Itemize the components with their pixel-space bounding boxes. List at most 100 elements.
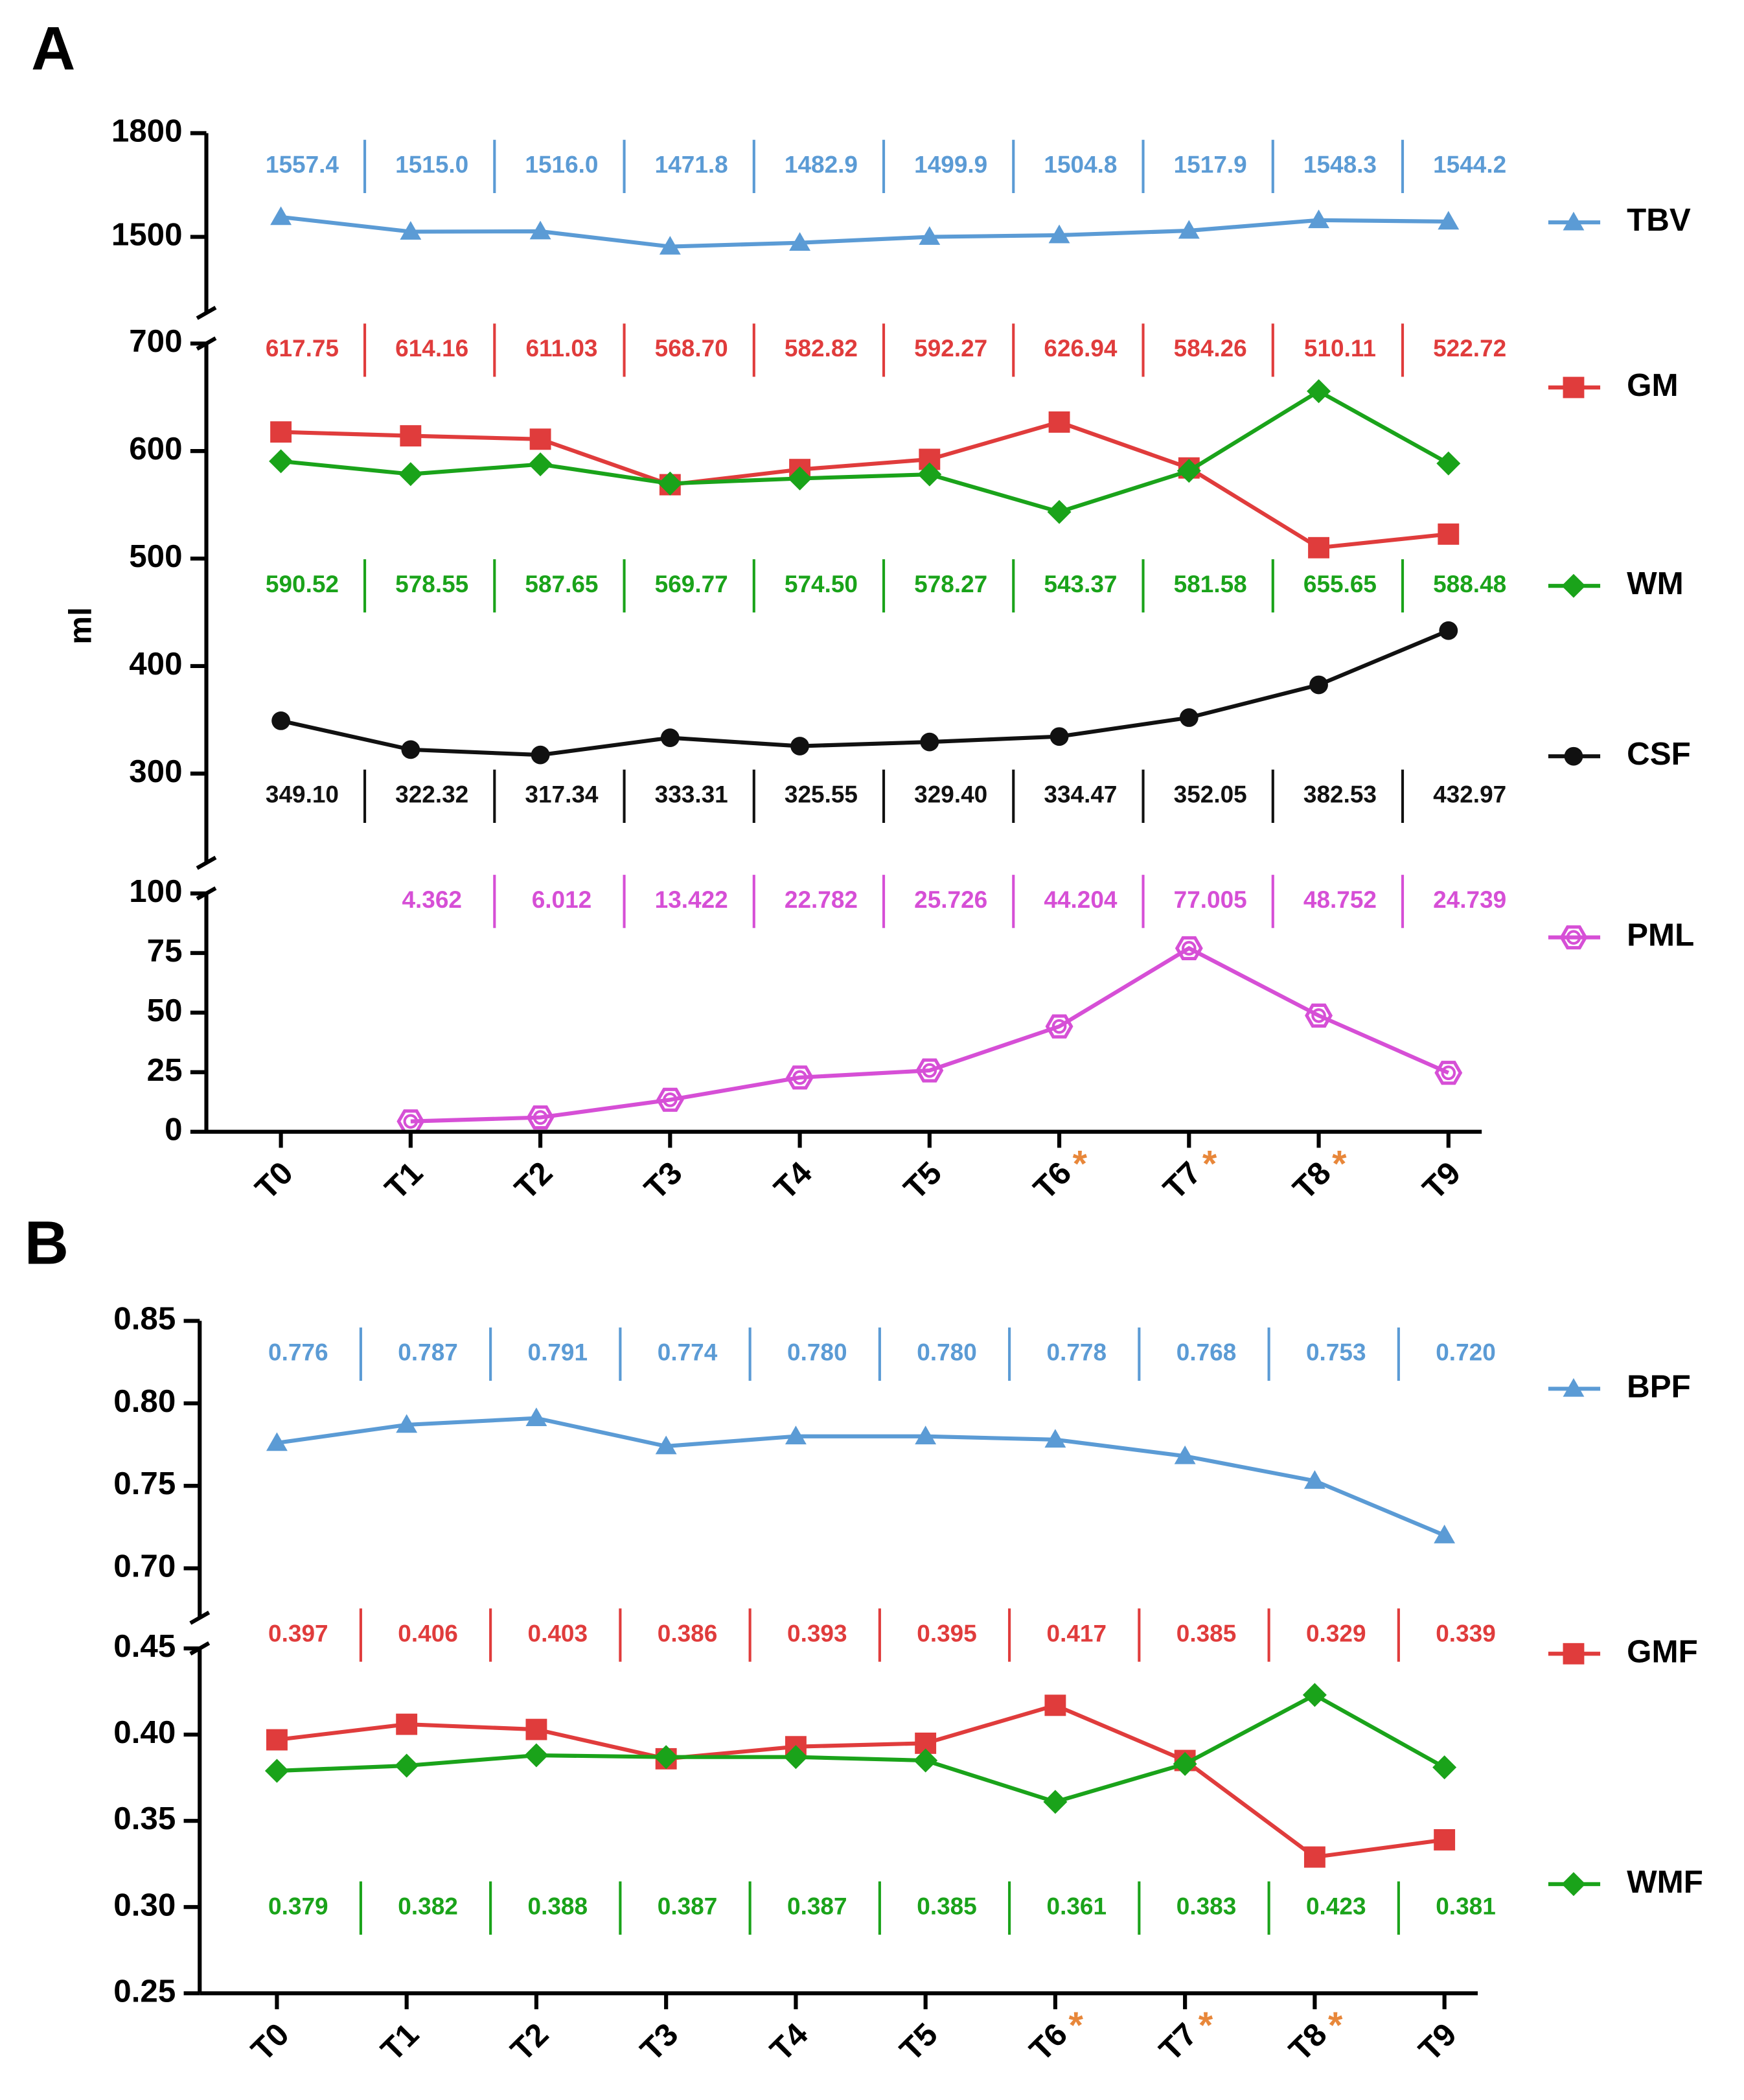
marker (660, 728, 680, 748)
marker (1563, 211, 1585, 231)
y-tick-label: 1500 (111, 217, 183, 253)
marker (1438, 523, 1460, 545)
value-label: 1548.3 (1303, 152, 1377, 178)
value-label: 0.395 (917, 1620, 977, 1646)
marker (1178, 220, 1200, 239)
value-label: 1499.9 (914, 152, 987, 178)
value-label: 349.10 (266, 781, 339, 808)
value-label: 0.778 (1047, 1339, 1107, 1366)
y-tick-label: 600 (129, 431, 182, 467)
marker (790, 737, 809, 756)
marker (525, 1407, 547, 1427)
marker (266, 1432, 288, 1451)
value-label: 325.55 (785, 781, 858, 808)
marker (915, 1058, 944, 1083)
marker (270, 421, 292, 443)
x-tick-label: T4 (767, 1155, 819, 1206)
marker (1045, 1014, 1073, 1039)
value-label: 0.768 (1176, 1339, 1237, 1366)
value-label: 1557.4 (266, 152, 339, 178)
marker (1561, 573, 1586, 598)
marker (915, 1425, 937, 1445)
value-label: 0.787 (398, 1339, 458, 1366)
marker (789, 232, 811, 251)
y-tick-label: 700 (129, 323, 182, 359)
value-label: 0.774 (658, 1339, 718, 1366)
marker-inner (792, 1070, 807, 1085)
marker (270, 206, 292, 225)
marker (529, 220, 551, 240)
value-label: 587.65 (525, 571, 598, 597)
marker-inner (663, 1092, 678, 1107)
x-tick-label: T9 (1416, 1155, 1468, 1206)
marker (1050, 727, 1069, 746)
value-label: 655.65 (1303, 571, 1377, 597)
marker (1308, 537, 1329, 559)
value-label: 0.387 (658, 1893, 718, 1920)
value-label: 432.97 (1433, 781, 1506, 808)
value-label: 617.75 (266, 335, 339, 362)
marker (656, 1087, 684, 1112)
x-tick-label: T8 (1286, 1155, 1338, 1206)
marker (1173, 1751, 1197, 1776)
value-label: 588.48 (1433, 571, 1506, 597)
value-label: 568.70 (655, 335, 728, 362)
y-tick-label: 400 (129, 646, 182, 682)
marker (1561, 1872, 1586, 1897)
marker (396, 1713, 418, 1735)
y-tick-label: 0.25 (113, 1973, 176, 2009)
value-label: 592.27 (914, 335, 987, 362)
series-line (410, 945, 1450, 1124)
marker-inner (1182, 941, 1197, 956)
y-tick-label: 0.45 (113, 1628, 176, 1664)
value-label: 0.379 (268, 1893, 328, 1920)
y-tick-label: 75 (147, 933, 183, 969)
marker (1559, 925, 1588, 950)
axis-break (196, 855, 217, 870)
y-tick-label: 500 (129, 538, 182, 574)
x-tick-label: T1 (374, 2016, 426, 2068)
panel-label: A (31, 14, 75, 83)
series-line (281, 389, 1450, 514)
value-label: 0.791 (528, 1339, 588, 1366)
value-label: 24.739 (1433, 886, 1506, 913)
y-tick-label: 50 (147, 993, 183, 1028)
value-label: 317.34 (525, 781, 599, 808)
y-axis-label: ml (62, 607, 98, 645)
marker (1434, 1061, 1463, 1085)
marker (654, 1745, 678, 1770)
marker (919, 226, 941, 245)
y-tick-label: 25 (147, 1052, 183, 1088)
panel-label: B (25, 1208, 69, 1277)
marker (1309, 675, 1328, 695)
value-label: 0.423 (1306, 1893, 1366, 1920)
marker (525, 1718, 547, 1740)
marker (655, 1435, 677, 1455)
marker-inner (922, 1063, 937, 1078)
marker (1302, 1683, 1327, 1707)
marker (786, 1065, 814, 1090)
y-tick-label: 0.70 (113, 1548, 176, 1584)
value-label: 6.012 (532, 886, 592, 913)
x-tick-label: T1 (378, 1155, 430, 1206)
y-tick-label: 0.35 (113, 1801, 176, 1836)
x-tick-mark: * (1332, 1143, 1347, 1184)
marker (1308, 209, 1329, 229)
x-tick-label: T5 (897, 1155, 949, 1206)
marker-inner (1566, 930, 1581, 945)
y-tick-label: 0 (165, 1112, 182, 1148)
marker (529, 428, 551, 450)
y-tick-label: 100 (129, 873, 182, 909)
axis-break (196, 306, 217, 320)
value-label: 582.82 (785, 335, 858, 362)
marker (398, 462, 423, 487)
x-tick-label: T7 (1153, 2016, 1204, 2068)
series-line (281, 420, 1449, 550)
marker (1174, 1445, 1196, 1464)
marker (266, 1729, 288, 1751)
marker (400, 221, 422, 240)
marker (528, 452, 553, 477)
value-label: 0.339 (1436, 1620, 1496, 1646)
value-label: 25.726 (914, 886, 987, 913)
